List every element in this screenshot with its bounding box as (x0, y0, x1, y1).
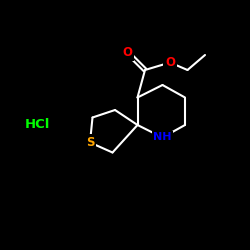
Text: O: O (165, 56, 175, 69)
Text: S: S (86, 136, 94, 149)
Text: O: O (122, 46, 132, 59)
Text: NH: NH (153, 132, 172, 142)
Text: HCl: HCl (25, 118, 50, 132)
